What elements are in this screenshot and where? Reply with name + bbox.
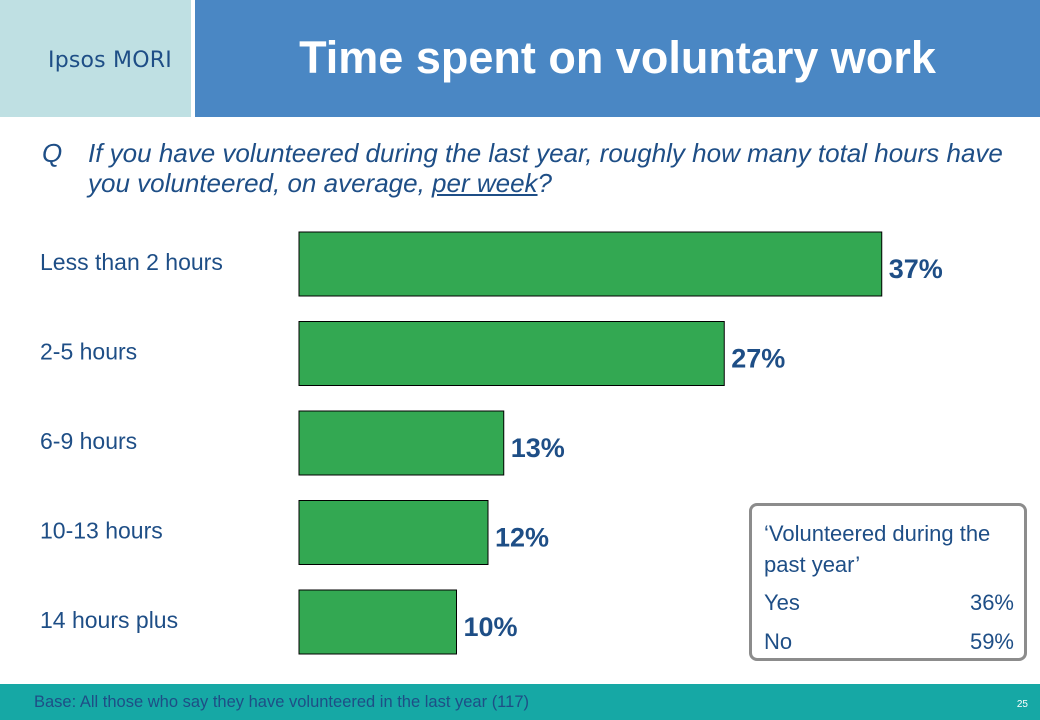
bar xyxy=(298,589,457,655)
base-note: Base: All those who say they have volunt… xyxy=(34,693,529,711)
page-number: 25 xyxy=(1016,699,1028,710)
title-banner: Time spent on voluntary work xyxy=(195,0,1040,117)
summary-title: ‘Volunteered during the past year’ xyxy=(764,521,991,577)
question-text: If you have volunteered during the last … xyxy=(88,138,1008,198)
summary-value-yes: 36% xyxy=(969,590,1014,615)
data-label: 27% xyxy=(731,344,785,374)
summary-value-no: 59% xyxy=(969,629,1014,654)
category-label: 6-9 hours xyxy=(40,428,137,454)
bar xyxy=(298,410,505,476)
category-label: 10-13 hours xyxy=(40,518,163,544)
page-title: Time spent on voluntary work xyxy=(299,32,936,83)
category-label: 2-5 hours xyxy=(40,339,137,365)
footer-bar: Base: All those who say they have volunt… xyxy=(0,684,1040,720)
summary-label-yes: Yes xyxy=(764,590,800,615)
data-label: 13% xyxy=(511,433,565,463)
bar xyxy=(298,321,725,386)
summary-row-yes: Yes 36% xyxy=(764,590,1014,616)
summary-box: ‘Volunteered during the past year’ Yes 3… xyxy=(749,503,1027,661)
category-label: Less than 2 hours xyxy=(40,249,223,275)
logo-panel: Ipsos MORI xyxy=(0,0,191,117)
data-label: 37% xyxy=(889,254,943,284)
bar xyxy=(298,231,883,297)
data-label: 12% xyxy=(495,523,549,553)
question-underlined-text: per week xyxy=(432,168,538,198)
question-prefix: Q xyxy=(42,138,63,168)
category-label: 14 hours plus xyxy=(40,607,178,633)
summary-label-no: No xyxy=(764,629,793,654)
question-text-end: ? xyxy=(537,168,552,198)
data-label: 10% xyxy=(464,612,518,642)
bar xyxy=(298,500,489,565)
question-text-part: If you have volunteered during the last … xyxy=(88,138,1003,198)
brand-logo: Ipsos MORI xyxy=(48,48,172,73)
summary-row-no: No 59% xyxy=(764,629,1014,655)
